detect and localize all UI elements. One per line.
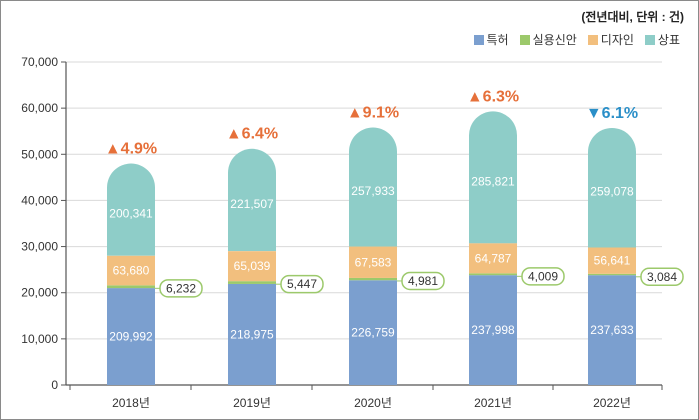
y-tick-label: 10,000 [21, 332, 58, 346]
x-tick-label: 2019년 [233, 396, 271, 410]
callout-label: 4,981 [408, 274, 438, 288]
y-tick-label: 30,000 [21, 240, 58, 254]
bar-segment-디자인 [588, 247, 636, 274]
change-annotation: ▲6.4% [226, 126, 278, 143]
data-label: 259,078 [590, 185, 634, 199]
bar-segment-실용신안 [349, 277, 397, 281]
legend-label: 상표 [657, 33, 680, 47]
bar-segment-특허 [349, 280, 397, 385]
callout-box [640, 267, 684, 287]
legend-swatch [644, 34, 655, 45]
change-annotation: ▼6.1% [586, 105, 638, 122]
data-label: 67,583 [355, 255, 392, 269]
bar-segment-상표 [469, 111, 517, 244]
bar-segment-실용신안 [228, 281, 276, 284]
bar-segment-디자인 [228, 251, 276, 282]
x-tick-label: 2020년 [354, 396, 392, 410]
data-label: 65,039 [234, 259, 271, 273]
bar-segment-특허 [469, 275, 517, 385]
data-label: 56,641 [594, 254, 631, 268]
callout-label: 5,447 [287, 277, 317, 291]
legend-label: 실용신안 [532, 33, 577, 47]
bar-segment-디자인 [107, 255, 155, 286]
change-annotation: ▲4.9% [105, 141, 157, 158]
data-label: 285,821 [471, 174, 515, 188]
y-tick-label: 40,000 [21, 193, 58, 207]
callout-label: 4,009 [528, 269, 558, 283]
data-label: 226,759 [351, 326, 395, 340]
unit-note: (전년대비, 단위 : 건) [581, 10, 684, 24]
bar-segment-특허 [228, 283, 276, 385]
data-label: 257,933 [351, 184, 395, 198]
callout-label: 6,232 [166, 281, 196, 295]
y-tick-label: 50,000 [21, 147, 58, 161]
legend-item: 실용신안 [519, 31, 577, 48]
data-label: 64,787 [475, 251, 512, 265]
legend-swatch [473, 34, 484, 45]
data-label: 221,507 [230, 197, 274, 211]
callout-label: 3,084 [647, 270, 677, 284]
x-tick-label: 2022년 [593, 396, 631, 410]
legend-swatch [519, 34, 530, 45]
legend-label: 특허 [486, 33, 509, 47]
data-label: 200,341 [109, 207, 153, 221]
legend-item: 디자인 [587, 31, 634, 48]
callout-box [401, 271, 445, 291]
legend: 특허 실용신안 디자인 상표 [473, 31, 680, 48]
bar-segment-실용신안 [107, 285, 155, 289]
bar-segment-실용신안 [469, 273, 517, 276]
change-annotation: ▲9.1% [347, 105, 399, 122]
y-tick-label: 0 [51, 378, 58, 392]
bar-segment-상표 [228, 148, 276, 252]
data-label: 218,975 [230, 327, 274, 341]
data-label: 209,992 [109, 330, 153, 344]
y-tick-label: 70,000 [21, 55, 58, 69]
data-label: 237,998 [471, 323, 515, 337]
callout-box [280, 274, 324, 294]
bar-segment-디자인 [469, 243, 517, 274]
callout-box [521, 267, 565, 286]
data-label: 237,633 [590, 323, 634, 337]
bar-segment-상표 [107, 163, 155, 256]
legend-swatch [587, 34, 598, 45]
data-label: 63,680 [113, 264, 150, 278]
change-annotation: ▲6.3% [467, 88, 519, 105]
bar-segment-실용신안 [588, 273, 636, 276]
legend-label: 디자인 [600, 33, 634, 47]
bar-segment-상표 [349, 127, 397, 247]
bar-segment-특허 [107, 288, 155, 385]
y-tick-label: 20,000 [21, 286, 58, 300]
legend-item: 상표 [644, 31, 680, 48]
bar-segment-디자인 [349, 246, 397, 278]
x-tick-label: 2021년 [474, 396, 512, 410]
x-tick-label: 2018년 [112, 396, 150, 410]
bar-segment-상표 [588, 127, 636, 248]
legend-item: 특허 [473, 31, 509, 48]
callout-box [159, 279, 203, 298]
y-tick-label: 60,000 [21, 101, 58, 115]
bar-segment-특허 [588, 275, 636, 385]
